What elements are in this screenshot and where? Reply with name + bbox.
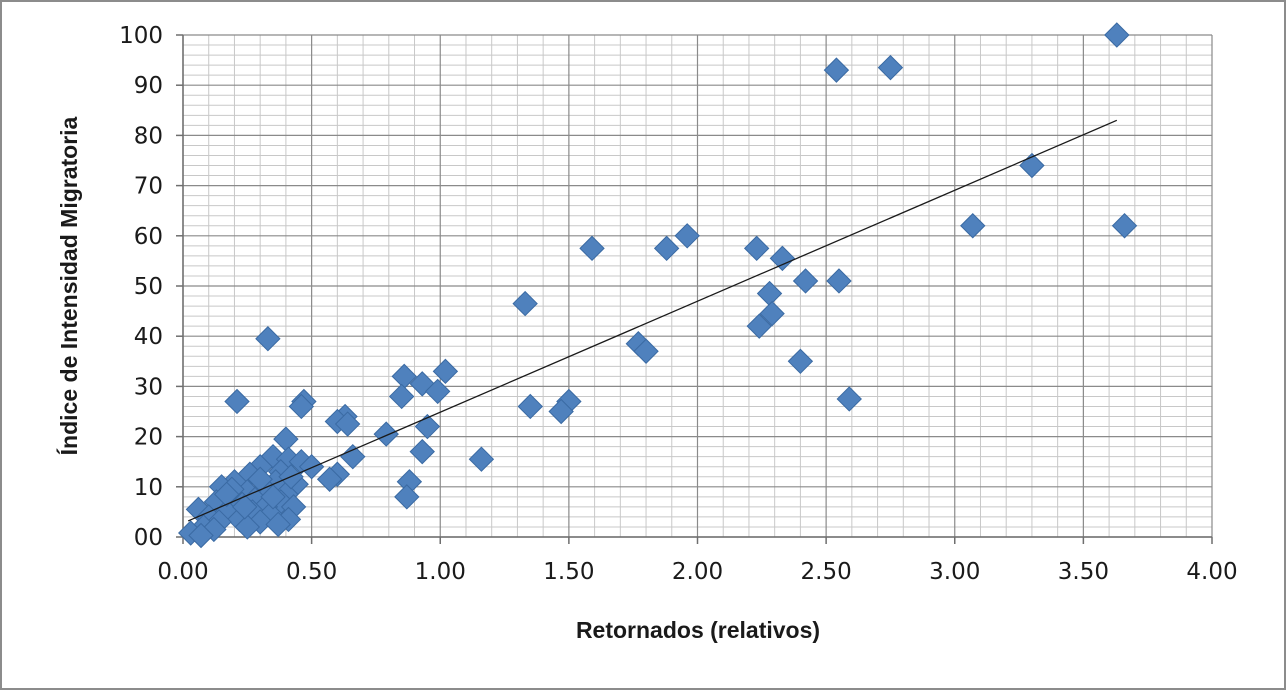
data-point [743,235,770,262]
data-point [787,348,814,375]
data-point [188,522,214,549]
data-point [826,268,852,294]
data-point [759,300,785,327]
data-point [792,268,819,294]
data-point [579,235,605,262]
trendline-group [187,119,1118,522]
axes [176,34,1213,544]
data-point [334,411,361,437]
data-point [823,57,850,83]
data-point [255,326,281,352]
y-tick-label: 40 [134,324,163,350]
data-point [394,484,420,510]
data-point [517,393,543,420]
data-point [409,438,435,465]
y-tick-label: 10 [134,475,163,501]
data-point [468,446,495,472]
data-point [224,388,250,415]
data-point [746,313,772,339]
x-tick-label: 1.50 [543,559,594,585]
x-tick-label: 4.00 [1186,559,1237,585]
data-point [316,466,343,492]
data-point [633,338,659,364]
x-axis-title: Retornados (relativos) [576,617,820,643]
y-axis-tick-labels: 00 10 20 30 40 50 60 70 80 90 100 [119,23,163,551]
data-point [653,235,680,262]
data-point [756,280,783,307]
x-tick-label: 2.00 [672,559,723,585]
data-point [877,54,904,81]
y-tick-label: 50 [134,274,163,300]
x-axis-tick-labels: 0.00 0.50 1.00 1.50 2.00 2.50 3.00 3.50 4.00 [157,559,1237,585]
data-markers [178,22,1138,549]
data-point [234,514,261,540]
y-tick-label: 100 [119,23,163,49]
trendline [187,119,1118,522]
data-point [674,223,700,249]
y-tick-label: 80 [134,123,163,149]
y-tick-label: 00 [134,525,163,551]
y-axis-title: Índice de Intensidad Migratoria [55,116,82,455]
data-point [388,383,415,410]
data-point [512,290,538,317]
data-point [1111,213,1138,239]
x-tick-label: 1.00 [415,559,466,585]
x-tick-label: 0.50 [286,559,337,585]
y-tick-label: 30 [134,374,163,400]
data-point [769,245,796,272]
y-tick-label: 90 [134,73,163,99]
data-point [247,466,273,492]
x-tick-label: 3.50 [1058,559,1109,585]
data-point [340,443,366,470]
data-point [265,511,291,538]
x-tick-label: 3.00 [929,559,980,585]
data-point [214,481,240,508]
x-tick-label: 0.00 [157,559,208,585]
y-tick-label: 60 [134,224,163,250]
x-tick-label: 2.50 [801,559,852,585]
y-tick-label: 20 [134,425,163,451]
data-point [298,454,325,480]
data-point [960,213,986,239]
y-tick-label: 70 [134,174,163,200]
data-point [548,398,574,425]
data-point [273,426,299,452]
data-point [288,393,315,420]
data-point [432,358,459,385]
data-point [232,494,258,520]
data-point [836,386,862,412]
data-point [424,378,451,405]
data-point [260,484,286,510]
data-point [1104,22,1130,48]
data-point [373,421,399,447]
